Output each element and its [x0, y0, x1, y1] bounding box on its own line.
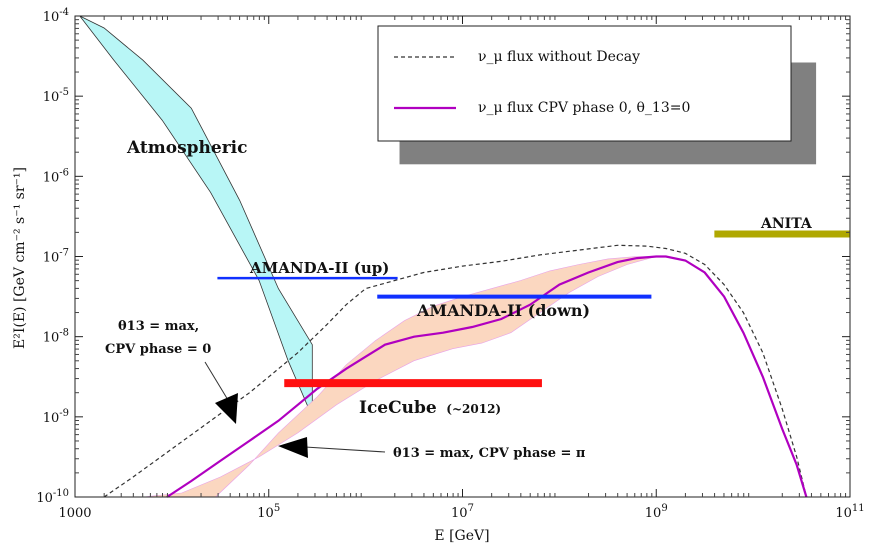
label-amanda-down: AMANDA-II (down): [416, 301, 590, 320]
label-amanda-up: AMANDA-II (up): [249, 259, 389, 277]
arrow-phase0-shaft: [204, 361, 229, 401]
y-tick-label: 10-8: [43, 328, 69, 346]
legend-label-no-decay: ν_μ flux without Decay: [478, 49, 640, 65]
y-tick-label: 10-4: [43, 7, 69, 25]
label-icecube: IceCube (~2012): [359, 398, 501, 418]
theta13-band: [108, 256, 657, 498]
y-tick-label: 10-10: [36, 488, 69, 506]
y-axis-title: E²I(E) [GeV cm⁻² s⁻¹ sr⁻¹]: [12, 167, 28, 349]
arrow-phasepi-shaft: [304, 446, 386, 453]
legend: ν_μ flux without Decay ν_μ flux CPV phas…: [377, 25, 792, 142]
label-anita: ANITA: [760, 216, 813, 232]
series-cpv-phase0-line: [166, 255, 808, 498]
arrow-phase0-head: [215, 393, 238, 424]
legend-frame: [377, 25, 792, 142]
x-tick-label: 109: [645, 503, 668, 521]
y-tick-label: 10-9: [43, 408, 69, 426]
y-tick-label: 10-5: [43, 87, 69, 105]
x-axis-title: E [GeV]: [434, 528, 489, 544]
tick-layer: 1000 105 107 109 1011 10-10 10-9 10-8 10-7 10-6 10…: [36, 7, 864, 521]
arrow-phasepi-head: [278, 437, 308, 458]
legend-label-cpv-phase0: ν_μ flux CPV phase 0, θ_13=0: [478, 100, 690, 116]
line-layer: [103, 244, 808, 498]
y-tick-label: 10-6: [43, 167, 69, 185]
x-tick-label: 107: [451, 503, 474, 521]
label-theta-max-phase0-line2: CPV phase = 0: [105, 342, 211, 357]
label-icecube-name: IceCube: [359, 398, 437, 418]
label-theta-max-phase0-line1: θ13 = max,: [118, 319, 199, 334]
label-theta-max-phase-pi: θ13 = max, CPV phase = π: [393, 446, 586, 461]
x-tick-label: 1011: [835, 503, 864, 521]
arrow-phasepi: [278, 437, 386, 458]
y-tick-label: 10-7: [43, 248, 69, 266]
x-tick-label: 105: [257, 503, 280, 521]
arrow-phase0: [204, 361, 238, 424]
label-icecube-year: (~2012): [446, 402, 501, 416]
x-tick-label: 1000: [58, 506, 91, 521]
limit-layer: [217, 230, 850, 388]
label-atmospheric: Atmospheric: [126, 138, 247, 158]
